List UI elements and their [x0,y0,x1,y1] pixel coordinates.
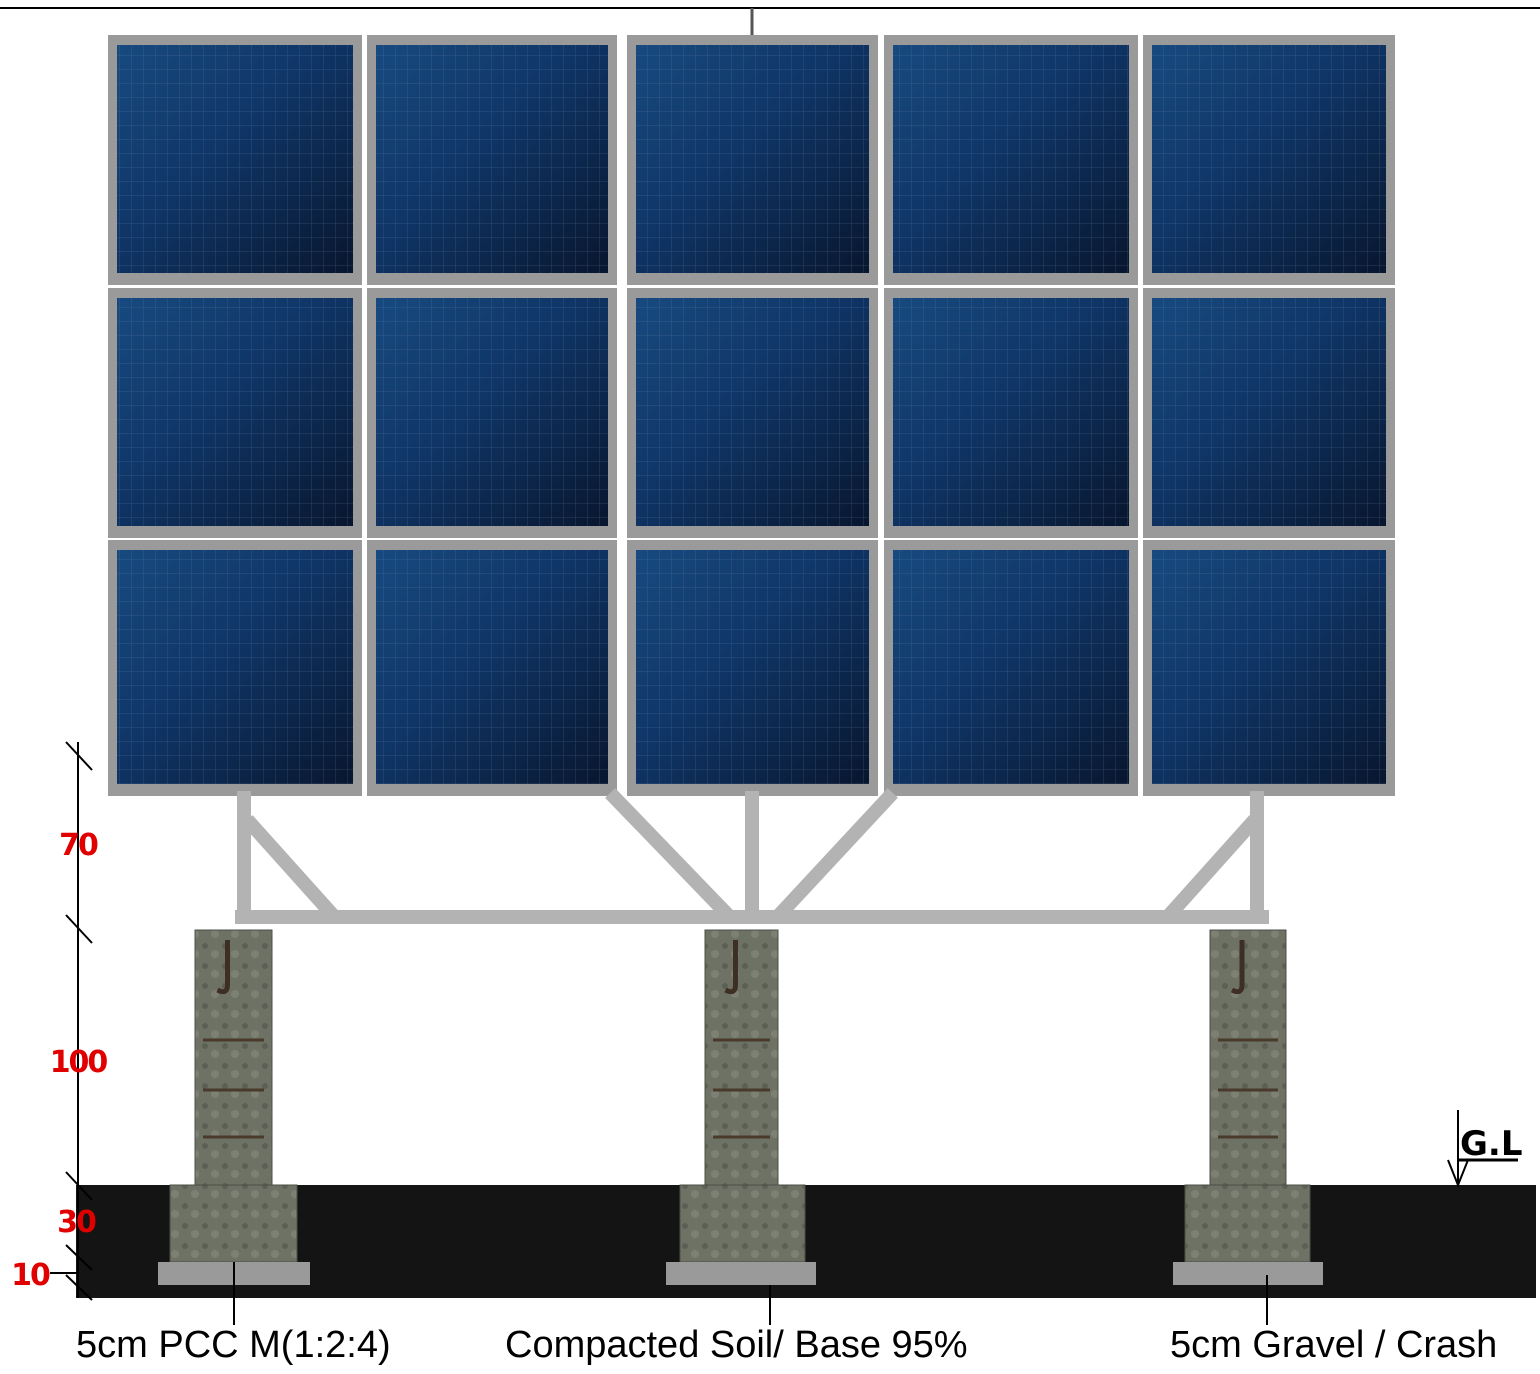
dimension-label: 70 [59,828,98,863]
ground-level-marker: G.L [1447,1110,1523,1188]
anchor-bolt [1230,940,1245,995]
panel-cells [636,550,869,784]
ground-level-label: G.L [1460,1124,1523,1164]
panel-cells [893,550,1129,784]
callout: 5cm PCC M(1:2:4) [76,1324,391,1366]
dimension-label: 30 [57,1205,96,1240]
anchor-bolt [216,940,230,995]
foundations [158,929,1323,1285]
footing [169,1184,298,1263]
pier [704,929,779,1186]
dimension-label: 100 [50,1045,108,1080]
panel-cells [1152,45,1386,273]
panel-cells [636,45,869,273]
anchor-bolt [724,940,738,995]
panel-cells [117,298,353,526]
panel-array [108,35,1395,796]
support-frame [235,788,1269,924]
footing [1184,1184,1311,1263]
panel-cells [117,550,353,784]
panel-cells [893,298,1129,526]
pier [194,929,273,1186]
footing [679,1184,806,1263]
panel-cells [117,45,353,273]
panel-cells [376,298,608,526]
dimension-label: 10 [11,1258,50,1293]
dimension-line [50,741,93,1301]
panel-cells [376,550,608,784]
pier [1209,929,1287,1186]
panel-cells [1152,550,1386,784]
callout: Compacted Soil/ Base 95% [505,1324,968,1366]
pcc-layer [1173,1262,1323,1285]
panel-cells [636,298,869,526]
panel-cells [893,45,1129,273]
callout: 5cm Gravel / Crash [1170,1324,1497,1366]
pcc-layer [666,1262,816,1285]
callout-leaders [233,1262,1268,1325]
panel-cells [1152,298,1386,526]
panel-cells [376,45,608,273]
